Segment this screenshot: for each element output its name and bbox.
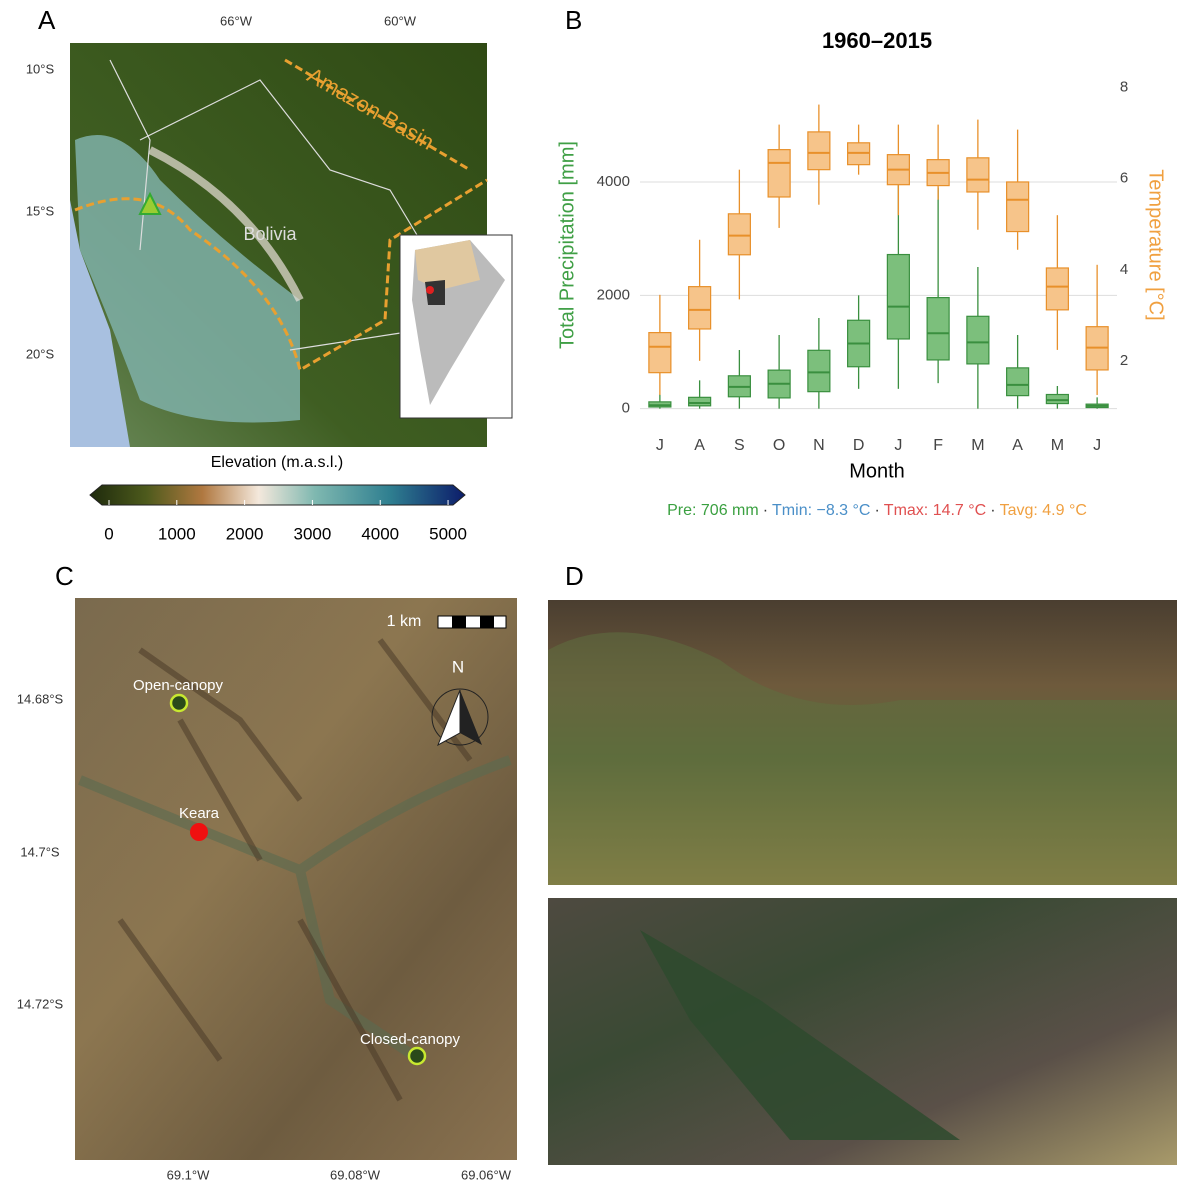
scale-bar — [438, 616, 506, 628]
lat-tick: 14.7°S — [20, 844, 60, 859]
lat-tick: 20°S — [26, 346, 55, 361]
lat-tick: 15°S — [26, 203, 55, 218]
lat-tick: 14.68°S — [17, 691, 64, 706]
boxplot-chart: 1960–2015 0 2000 4000 2 4 6 8 Total Precipitatio… — [556, 28, 1166, 482]
colorbar-label: Elevation (m.a.s.l.) — [211, 454, 343, 471]
site-marker — [171, 695, 187, 711]
caption-separator: · — [763, 502, 768, 519]
panel-letter: B — [565, 5, 582, 35]
lon-tick: 66°W — [220, 13, 253, 28]
y2-tick-label: 2 — [1120, 352, 1128, 369]
y2-tick-label: 4 — [1120, 261, 1128, 278]
x-tick-label: M — [971, 437, 984, 454]
x-tick-label: D — [853, 437, 865, 454]
x-tick-label: J — [656, 437, 664, 454]
lon-tick: 69.06°W — [461, 1167, 512, 1182]
y2-axis-label: Temperature [°C] — [1145, 169, 1167, 320]
x-tick-label: N — [813, 437, 825, 454]
figure: A 66°W 60°W 10°S 15°S 20°S Amazon Basin … — [0, 0, 1177, 1187]
lat-tick: 10°S — [26, 61, 55, 76]
x-tick-label: J — [894, 437, 902, 454]
site-marker — [409, 1048, 425, 1064]
box — [967, 316, 989, 364]
x-tick-label: M — [1051, 437, 1064, 454]
inset-site — [426, 286, 434, 294]
lat-tick: 14.72°S — [17, 996, 64, 1011]
caption-item: Pre: 706 mm — [667, 502, 759, 519]
y-tick-label: 2000 — [597, 286, 630, 303]
scale-bar-segment — [480, 616, 494, 628]
box — [808, 350, 830, 391]
scale-bar-segment — [452, 616, 466, 628]
site-label: Keara — [179, 805, 220, 822]
box — [1007, 368, 1029, 396]
colorbar-tick-label: 2000 — [226, 524, 264, 543]
caption-separator: · — [990, 502, 995, 519]
y-tick-label: 4000 — [597, 173, 630, 190]
x-tick-label: F — [933, 437, 943, 454]
caption-item: Tmin: −8.3 °C — [772, 502, 870, 519]
country-label: Bolivia — [243, 224, 297, 244]
lon-tick: 69.08°W — [330, 1167, 381, 1182]
caption-separator: · — [874, 502, 879, 519]
box — [1046, 268, 1068, 310]
x-tick-label: S — [734, 437, 745, 454]
caption-item: Tmax: 14.7 °C — [884, 502, 986, 519]
y2-tick-label: 8 — [1120, 79, 1128, 96]
colorbar — [90, 485, 465, 505]
box — [967, 158, 989, 192]
colorbar-tick-label: 0 — [104, 524, 113, 543]
box — [649, 333, 671, 373]
x-axis-label: Month — [849, 460, 905, 482]
lon-tick: 69.1°W — [167, 1167, 211, 1182]
climate-summary: Pre: 706 mm·Tmin: −8.3 °C·Tmax: 14.7 °C·… — [667, 502, 1087, 519]
colorbar-tick-label: 3000 — [294, 524, 332, 543]
box — [689, 397, 711, 406]
box — [728, 214, 750, 255]
panel-letter: D — [565, 561, 584, 591]
north-label: N — [452, 657, 464, 676]
box — [927, 298, 949, 360]
colorbar-tick-label: 4000 — [361, 524, 399, 543]
box — [689, 287, 711, 329]
box — [808, 132, 830, 170]
scale-label: 1 km — [387, 613, 422, 630]
x-tick-label: A — [694, 437, 705, 454]
colorbar-tick-label: 1000 — [158, 524, 196, 543]
site-label: Closed-canopy — [360, 1031, 461, 1048]
x-tick-label: J — [1093, 437, 1101, 454]
box — [768, 150, 790, 197]
x-tick-label: A — [1012, 437, 1023, 454]
site-label: Open-canopy — [133, 677, 224, 694]
box — [1046, 395, 1068, 404]
box — [887, 255, 909, 339]
y2-tick-label: 6 — [1120, 170, 1128, 187]
x-tick-label: O — [773, 437, 785, 454]
y-axis-label: Total Precipitation [mm] — [556, 141, 578, 349]
colorbar-body — [90, 485, 465, 505]
colorbar-tick-label: 5000 — [429, 524, 467, 543]
y-tick-label: 0 — [622, 400, 630, 417]
site-marker — [190, 823, 208, 841]
panel-letter: A — [38, 5, 56, 35]
caption-item: Tavg: 4.9 °C — [1000, 502, 1087, 519]
lon-tick: 60°W — [384, 13, 417, 28]
panel-letter: C — [55, 561, 74, 591]
chart-title: 1960–2015 — [822, 28, 932, 53]
box — [1007, 182, 1029, 232]
